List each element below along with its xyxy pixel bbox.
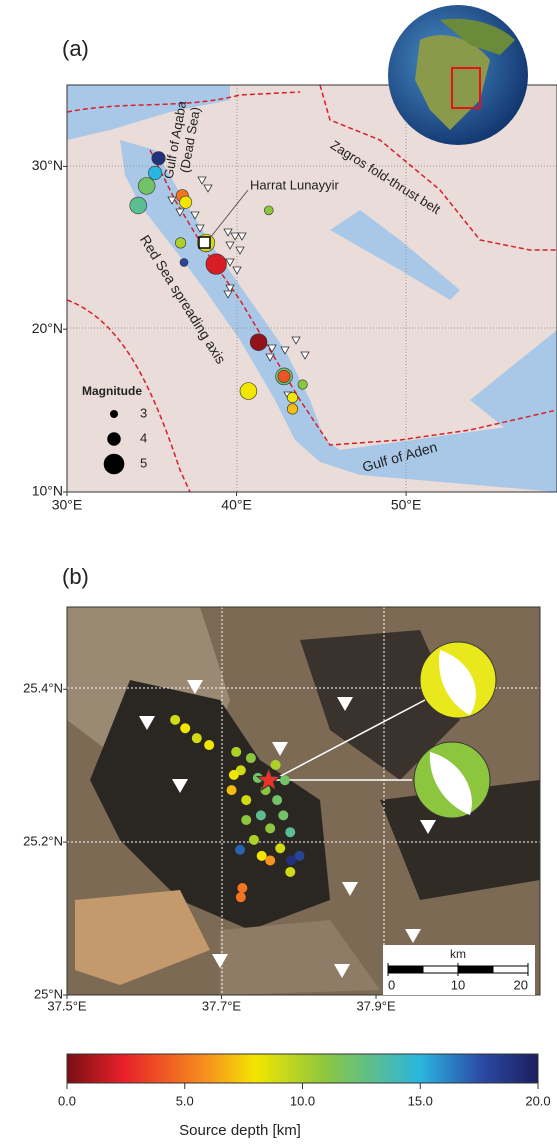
colorbar-tick-label: 5.0 xyxy=(176,1093,194,1108)
x-tick-label: 37.7°E xyxy=(202,998,242,1013)
earthquake xyxy=(236,892,246,902)
earthquake xyxy=(285,827,295,837)
earthquake xyxy=(295,851,305,861)
earthquake xyxy=(227,785,237,795)
earthquake xyxy=(271,760,281,770)
scale-segment xyxy=(423,966,458,973)
earthquake xyxy=(240,383,257,400)
figure: Source depth [km] (a) (b) 30°E 40°E 50°E 10… xyxy=(0,0,557,1146)
colorbar-tick-label: 0.0 xyxy=(58,1093,76,1108)
earthquake xyxy=(285,867,295,877)
earthquake xyxy=(257,851,267,861)
scale-label: 10 xyxy=(451,977,465,992)
x-tick-label: 40°E xyxy=(221,497,252,513)
earthquake xyxy=(229,770,239,780)
y-tick-label: 25.4°N xyxy=(23,681,63,696)
legend-symbol xyxy=(107,432,120,445)
x-tick-label: 30°E xyxy=(52,497,83,513)
colorbar xyxy=(67,1054,538,1083)
y-tick-label: 20°N xyxy=(32,320,63,336)
earthquake xyxy=(287,392,298,403)
earthquake xyxy=(272,795,282,805)
scale-segment xyxy=(493,966,528,973)
scale-unit: km xyxy=(450,947,466,961)
earthquake xyxy=(192,733,202,743)
harrat-marker xyxy=(199,237,210,248)
earthquake xyxy=(250,334,267,351)
x-tick-label: 50°E xyxy=(391,497,422,513)
earthquake xyxy=(231,747,241,757)
y-tick-label: 25.2°N xyxy=(23,834,63,849)
earthquake xyxy=(235,845,245,855)
x-tick-label: 37.9°E xyxy=(356,998,396,1013)
earthquake xyxy=(138,178,155,195)
scale-segment xyxy=(458,966,493,973)
earthquake xyxy=(246,753,256,763)
panel-label: (b) xyxy=(62,564,89,589)
earthquake xyxy=(278,810,288,820)
earthquake xyxy=(249,835,259,845)
earthquake xyxy=(256,810,266,820)
earthquake xyxy=(204,740,214,750)
earthquake xyxy=(241,815,251,825)
earthquake xyxy=(148,166,161,179)
earthquake xyxy=(180,196,192,208)
earthquake xyxy=(180,258,188,266)
globe xyxy=(388,5,528,145)
legend-label: 5 xyxy=(140,455,147,470)
earthquake xyxy=(275,843,285,853)
earthquake xyxy=(264,206,273,215)
earthquake xyxy=(280,775,290,785)
earthquake xyxy=(286,855,296,865)
earthquake xyxy=(170,715,180,725)
scale-label: 20 xyxy=(514,977,528,992)
earthquake xyxy=(206,254,227,275)
y-tick-label: 30°N xyxy=(32,157,63,173)
earthquake xyxy=(237,883,247,893)
legend-title: Magnitude xyxy=(82,384,142,398)
earthquake xyxy=(265,855,275,865)
legend-symbol xyxy=(110,410,118,418)
legend-label: 3 xyxy=(140,405,147,420)
panel-label: (a) xyxy=(62,36,89,61)
earthquake xyxy=(130,197,147,214)
scale-label: 0 xyxy=(388,977,395,992)
scale-segment xyxy=(388,966,423,973)
earthquake xyxy=(175,238,186,249)
annotation: Harrat Lunayyir xyxy=(250,177,340,192)
earthquake xyxy=(265,823,275,833)
y-tick-label: 25°N xyxy=(34,986,63,1001)
colorbar-tick-label: 15.0 xyxy=(408,1093,433,1108)
earthquake xyxy=(287,404,298,415)
earthquake xyxy=(180,723,190,733)
colorbar-title: Source depth [km] xyxy=(179,1122,301,1139)
earthquake xyxy=(152,152,165,165)
colorbar-tick-label: 10.0 xyxy=(290,1093,315,1108)
legend-symbol xyxy=(104,454,125,475)
earthquake xyxy=(298,380,307,389)
earthquake xyxy=(278,370,290,382)
colorbar-tick-label: 20.0 xyxy=(525,1093,550,1108)
earthquake xyxy=(241,795,251,805)
legend-label: 4 xyxy=(140,430,147,445)
y-tick-label: 10°N xyxy=(32,483,63,499)
